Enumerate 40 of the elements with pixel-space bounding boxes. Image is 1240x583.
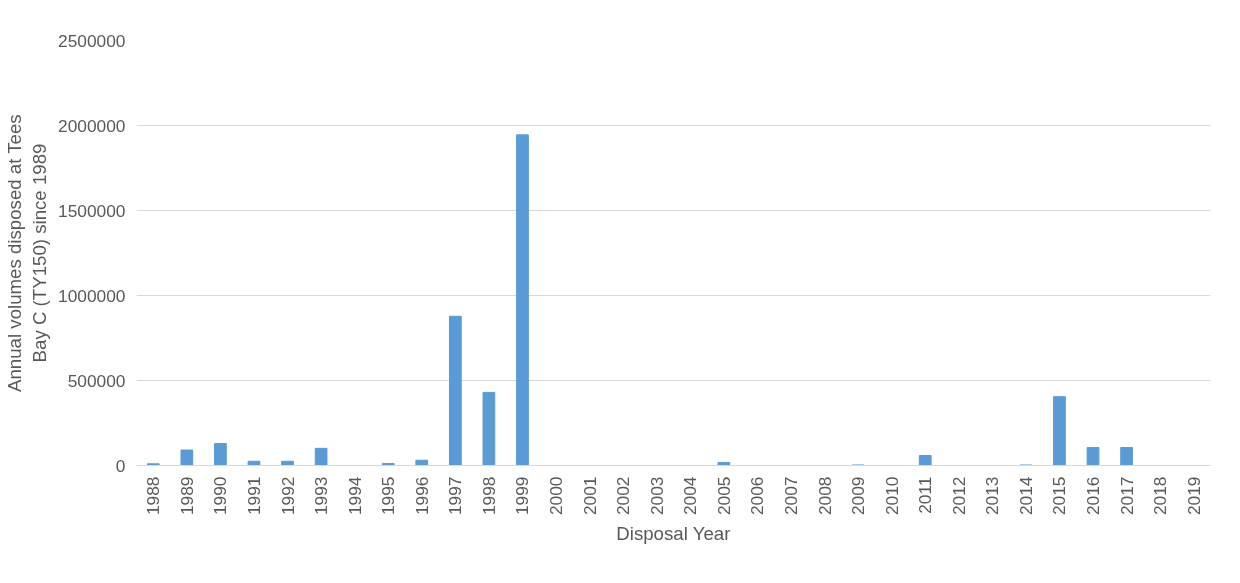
y-tick-label: 2000000 [58,115,126,136]
x-tick-label: 1994 [344,476,365,516]
y-tick-label: 1500000 [58,200,126,221]
x-tick-label: 2010 [881,476,902,516]
x-tick-label: 2007 [780,476,801,516]
x-tick-label: 2015 [1049,476,1070,516]
x-tick-label: 2006 [747,476,768,516]
y-tick-label: 0 [115,455,126,476]
x-tick-label: 2013 [982,476,1003,516]
x-tick-label: 2003 [646,476,667,516]
x-tick-label: 1988 [143,476,164,516]
x-tick-label: 2014 [1015,476,1036,516]
x-tick-label: 2018 [1150,476,1171,516]
x-tick-label: 1989 [176,476,197,516]
x-tick-label: 2004 [680,476,701,516]
y-tick-label: 1000000 [58,285,126,306]
x-tick-label: 2016 [1083,476,1104,516]
y-axis-title: Annual volumes disposed at Tees Bay C (TY150) since 1989 [3,114,51,392]
x-axis-title: Disposal Year [616,523,731,545]
x-tick-label: 1991 [243,476,264,516]
x-tick-label: 2002 [613,476,634,516]
x-tick-label: 2005 [713,476,734,516]
x-tick-label: 2009 [848,476,869,516]
x-tick-label: 1990 [210,476,231,516]
x-tick-label: 2008 [814,476,835,516]
x-tick-label: 2001 [579,476,600,516]
y-tick-label: 2500000 [58,30,126,51]
x-tick-label: 1997 [445,476,466,516]
x-tick-label: 1996 [411,476,432,516]
x-tick-label: 2000 [546,476,567,516]
y-tick-label: 500000 [67,370,126,391]
x-tick-label: 2019 [1183,476,1204,516]
x-tick-label: 1995 [378,476,399,516]
x-tick-label: 1992 [277,476,298,516]
x-tick-label: 1999 [512,476,533,516]
x-tick-label: 2017 [1116,476,1137,516]
x-tick-label: 1998 [478,476,499,516]
x-tick-label: 2011 [915,476,936,514]
x-tick-label: 2012 [948,476,969,516]
x-tick-label: 1993 [311,476,332,516]
